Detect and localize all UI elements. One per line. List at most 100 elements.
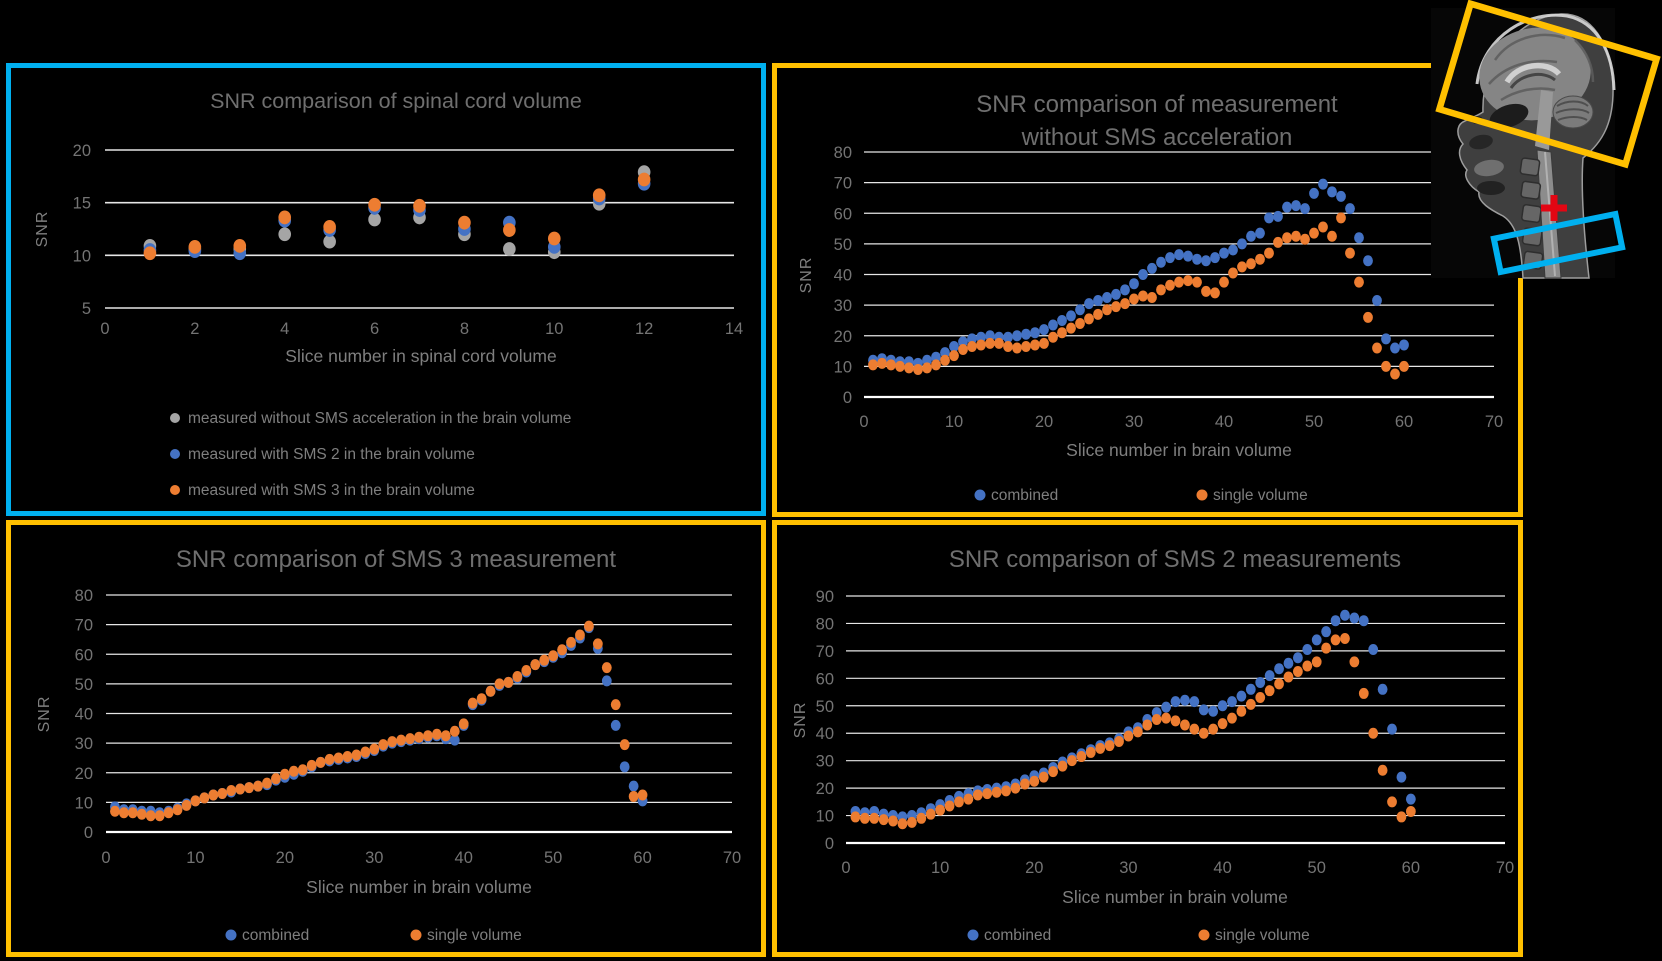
- data-point: [897, 818, 908, 830]
- data-point: [1311, 656, 1322, 668]
- data-point: [1165, 252, 1175, 264]
- legend-label: measured with SMS 2 in the brain volume: [188, 446, 475, 463]
- data-point: [1368, 644, 1379, 656]
- data-point: [1038, 771, 1049, 783]
- data-point: [1111, 301, 1121, 313]
- data-point: [976, 339, 986, 351]
- data-point: [1123, 730, 1134, 742]
- data-point: [262, 777, 272, 789]
- y-tick-label: 15: [73, 195, 91, 213]
- data-point: [1236, 690, 1247, 702]
- data-point: [1264, 685, 1275, 697]
- data-point: [1321, 626, 1332, 638]
- legend-label: single volume: [1213, 487, 1308, 504]
- data-point: [351, 749, 362, 761]
- y-axis-title: SNR: [34, 211, 51, 248]
- data-point: [1255, 676, 1266, 688]
- series-single-volume: [868, 212, 1409, 380]
- data-point: [369, 743, 380, 755]
- x-tick-label: 50: [1308, 859, 1326, 877]
- data-point: [1048, 319, 1058, 331]
- data-point: [949, 350, 959, 362]
- x-tick-label: 4: [280, 320, 289, 338]
- data-point: [1236, 705, 1247, 717]
- data-point: [1057, 314, 1067, 326]
- data-point: [584, 620, 594, 632]
- data-point: [1192, 276, 1202, 288]
- x-tick-label: 40: [1213, 859, 1231, 877]
- data-point: [1330, 634, 1341, 646]
- data-point: [1273, 236, 1283, 248]
- data-point: [1377, 683, 1388, 695]
- legend-marker: [1196, 489, 1208, 501]
- data-point: [610, 699, 621, 711]
- brainstem: [1535, 90, 1553, 150]
- data-point: [1318, 221, 1328, 233]
- data-point: [944, 800, 955, 812]
- data-point: [619, 739, 630, 751]
- data-point: [1075, 318, 1085, 329]
- x-tick-label: 60: [1395, 413, 1413, 431]
- brain-sulci: [1488, 33, 1595, 102]
- data-point: [405, 733, 415, 745]
- data-point: [1084, 298, 1094, 310]
- data-point: [1405, 793, 1416, 805]
- series-measured-with-SMS-2-in-the-brain-volume: [143, 176, 651, 261]
- y-tick-label: 80: [834, 144, 852, 162]
- data-point: [323, 234, 336, 249]
- data-point: [619, 761, 630, 773]
- data-point: [1057, 760, 1068, 772]
- series-combined: [868, 178, 1409, 369]
- data-point: [547, 231, 561, 246]
- legend-marker: [170, 485, 180, 495]
- data-point: [1381, 360, 1391, 372]
- data-point: [208, 789, 219, 801]
- y-tick-label: 80: [75, 587, 93, 605]
- data-point: [1363, 255, 1373, 267]
- data-point: [1048, 331, 1058, 343]
- data-point: [1228, 244, 1238, 256]
- data-point: [548, 650, 559, 662]
- x-tick-label: 8: [460, 320, 469, 338]
- x-tick-label: 60: [633, 849, 651, 867]
- data-point: [1198, 727, 1209, 739]
- data-point: [1208, 705, 1219, 717]
- legend-item: combined: [225, 927, 309, 944]
- data-point: [1120, 298, 1130, 310]
- data-point: [922, 354, 932, 366]
- data-point: [1237, 261, 1247, 273]
- data-point: [1120, 284, 1130, 296]
- data-point: [1183, 275, 1193, 287]
- data-point: [886, 359, 896, 371]
- y-tick-label: 50: [75, 676, 93, 694]
- data-point: [315, 756, 326, 768]
- data-point: [1201, 255, 1211, 267]
- oral-air-space: [1477, 181, 1505, 195]
- data-point: [1246, 230, 1256, 242]
- y-tick-label: 40: [816, 725, 834, 743]
- data-point: [1372, 295, 1382, 307]
- data-point: [118, 807, 129, 819]
- data-point: [985, 330, 995, 342]
- y-tick-label: 50: [834, 236, 852, 254]
- data-point: [985, 337, 995, 349]
- data-point: [1129, 278, 1139, 290]
- legend-label: combined: [242, 927, 309, 944]
- data-point: [1161, 712, 1171, 724]
- data-point: [143, 246, 157, 261]
- data-point: [278, 227, 292, 242]
- data-point: [1274, 663, 1284, 675]
- crosshair-marker: [1541, 195, 1567, 221]
- legend-item: combined: [967, 927, 1051, 944]
- data-point: [1264, 247, 1274, 259]
- data-point: [601, 662, 612, 674]
- data-point: [1093, 308, 1103, 320]
- legend-item: single volume: [1198, 927, 1310, 944]
- data-point: [188, 240, 202, 254]
- data-point: [1309, 227, 1319, 239]
- y-axis-title: SNR: [36, 696, 53, 733]
- chart-title: without SMS acceleration: [1021, 124, 1293, 151]
- data-point: [954, 796, 964, 808]
- data-point: [1273, 210, 1283, 222]
- ventricle: [1509, 72, 1556, 89]
